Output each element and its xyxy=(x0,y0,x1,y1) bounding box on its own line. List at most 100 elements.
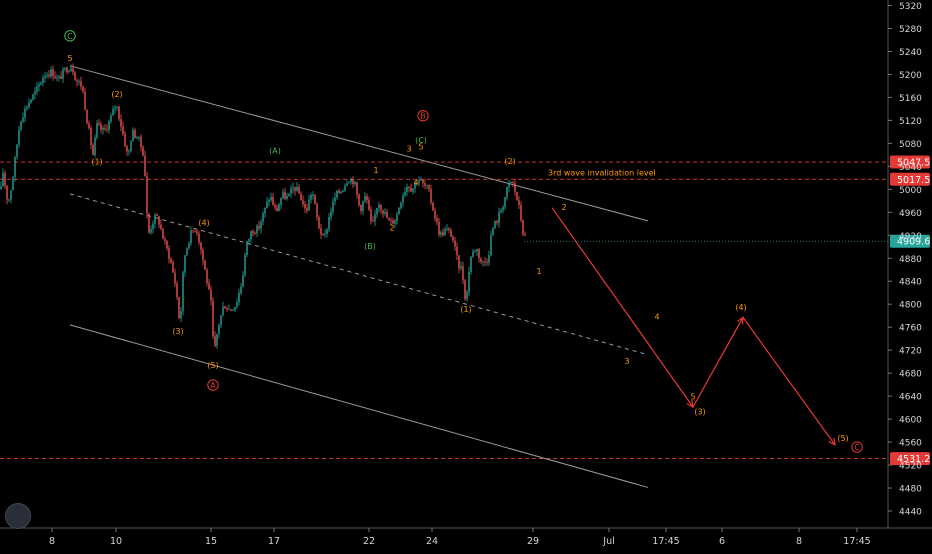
candle-body xyxy=(242,275,244,287)
candle-body xyxy=(274,205,276,208)
candle-body xyxy=(430,189,432,203)
candle-body xyxy=(358,194,360,205)
y-tick-label: 5120 xyxy=(899,117,922,127)
candle-body xyxy=(312,194,314,196)
candle-body xyxy=(490,235,492,256)
candle-body xyxy=(394,220,396,224)
candle-body xyxy=(310,194,312,200)
y-tick-label: 5080 xyxy=(899,140,922,150)
candle-body xyxy=(264,207,266,214)
candle-body xyxy=(256,225,258,234)
candle-body xyxy=(148,213,150,233)
candle-body xyxy=(494,221,496,228)
wave-label: (2) xyxy=(111,90,122,99)
candle-body xyxy=(180,311,182,319)
candle-body xyxy=(444,229,446,236)
candle-body xyxy=(284,192,286,199)
candle-body xyxy=(138,136,140,138)
y-tick-label: 4600 xyxy=(899,416,922,426)
wave-label: (4) xyxy=(735,303,746,312)
candle-body xyxy=(344,185,346,191)
wave-label: (1) xyxy=(91,158,102,167)
candle-body xyxy=(290,188,292,194)
candle-body xyxy=(134,130,136,138)
x-tick-label: 24 xyxy=(426,536,438,547)
candle-body xyxy=(158,216,160,225)
candle-body xyxy=(464,280,466,300)
candle-body xyxy=(152,223,154,230)
candle-body xyxy=(320,228,322,235)
candle-body xyxy=(188,243,190,249)
candle-body xyxy=(42,77,44,83)
candle-body xyxy=(40,82,42,85)
candle-body xyxy=(80,81,82,87)
candle-body xyxy=(268,199,270,202)
candle-body xyxy=(392,220,394,224)
candle-body xyxy=(202,249,204,261)
candle-body xyxy=(232,310,234,312)
candle-body xyxy=(380,204,382,211)
x-tick-label: 15 xyxy=(205,536,217,547)
candle-body xyxy=(70,68,72,72)
projection-arrow-head xyxy=(736,316,744,325)
candle-body xyxy=(514,183,516,192)
candle-body xyxy=(106,129,108,131)
wave-label: (B) xyxy=(364,242,376,251)
y-tick-label: 4680 xyxy=(899,370,922,380)
candle-body xyxy=(212,300,214,337)
candle-body xyxy=(92,144,94,156)
candle-body xyxy=(408,186,410,188)
candle-body xyxy=(376,207,378,215)
candle-body xyxy=(384,212,386,214)
candle-body xyxy=(250,231,252,240)
price-tag xyxy=(890,155,930,169)
candle-body xyxy=(306,208,308,211)
candle-body xyxy=(164,238,166,241)
candle-body xyxy=(52,69,54,77)
y-tick-label: 4520 xyxy=(899,462,922,472)
candle-body xyxy=(224,306,226,309)
candle-body xyxy=(348,182,350,184)
candle-body xyxy=(22,117,24,122)
candle-body xyxy=(400,202,402,209)
candle-body xyxy=(420,180,422,181)
candle-body xyxy=(512,181,514,184)
candle-body xyxy=(4,172,6,186)
candle-body xyxy=(130,141,132,151)
y-tick-label: 4480 xyxy=(899,485,922,495)
candle-body xyxy=(516,191,518,201)
price-tag xyxy=(890,452,930,466)
invalidation-label: 3rd wave invalidation level xyxy=(548,168,656,177)
projection-arrow-head xyxy=(686,400,694,409)
candle-body xyxy=(308,199,310,211)
candle-body xyxy=(286,196,288,199)
y-tick-label: 4640 xyxy=(899,393,922,403)
candle-body xyxy=(218,324,220,334)
y-tick-label: 4800 xyxy=(899,301,922,311)
candle-body xyxy=(54,76,56,79)
candle-body xyxy=(38,84,40,87)
candle-body xyxy=(262,213,264,222)
candle-body xyxy=(448,228,450,231)
candle-body xyxy=(16,144,18,157)
candle-body xyxy=(390,220,392,222)
candle-body xyxy=(200,242,202,250)
candle-body xyxy=(166,240,168,249)
y-tick-label: 5240 xyxy=(899,48,922,58)
y-tick-label: 5160 xyxy=(899,94,922,104)
wave-label: 3 xyxy=(406,144,411,153)
candle-body xyxy=(86,109,88,124)
wave-label: (2) xyxy=(504,157,515,166)
candle-body xyxy=(438,221,440,235)
candle-body xyxy=(266,201,268,208)
candle-body xyxy=(426,185,428,187)
wave-label: (A) xyxy=(269,147,281,156)
candle-body xyxy=(354,182,356,185)
candle-body xyxy=(74,72,76,81)
candle-body xyxy=(414,182,416,189)
candle-body xyxy=(220,315,222,325)
candle-body xyxy=(422,180,424,184)
candle-body xyxy=(82,86,84,92)
